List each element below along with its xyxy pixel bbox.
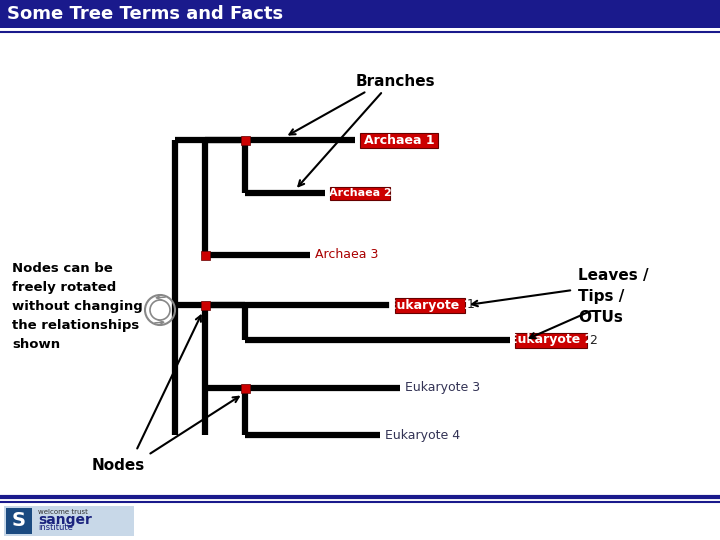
Text: welcome trust: welcome trust <box>38 509 88 515</box>
Text: sanger: sanger <box>38 513 92 527</box>
Text: S: S <box>12 511 26 530</box>
Text: Archaea 3: Archaea 3 <box>315 248 379 261</box>
Text: Archaea 1: Archaea 1 <box>364 133 434 146</box>
Bar <box>515 333 587 348</box>
Bar <box>360 132 438 147</box>
Bar <box>200 300 210 309</box>
Text: Eukaryote 2: Eukaryote 2 <box>509 334 593 347</box>
Text: institute: institute <box>38 523 73 532</box>
Bar <box>200 251 210 260</box>
Bar <box>4 506 134 536</box>
Bar <box>240 136 250 145</box>
Text: 2: 2 <box>589 334 597 347</box>
Text: Nodes can be
freely rotated
without changing
the relationships
shown: Nodes can be freely rotated without chan… <box>12 262 143 351</box>
Text: 1: 1 <box>467 299 475 312</box>
Text: Branches: Branches <box>355 75 435 90</box>
Text: Eukaryote 4: Eukaryote 4 <box>385 429 460 442</box>
Text: Leaves /
Tips /
OTUs: Leaves / Tips / OTUs <box>578 268 649 325</box>
Bar <box>395 298 465 313</box>
Bar <box>240 383 250 393</box>
Text: Eukaryote 1: Eukaryote 1 <box>388 299 472 312</box>
Bar <box>6 508 32 534</box>
Text: Some Tree Terms and Facts: Some Tree Terms and Facts <box>7 5 283 23</box>
Text: Nodes: Nodes <box>91 457 145 472</box>
Bar <box>0 0 720 28</box>
Bar <box>330 186 390 199</box>
Text: Archaea 2: Archaea 2 <box>328 188 392 198</box>
Text: Eukaryote 3: Eukaryote 3 <box>405 381 480 395</box>
